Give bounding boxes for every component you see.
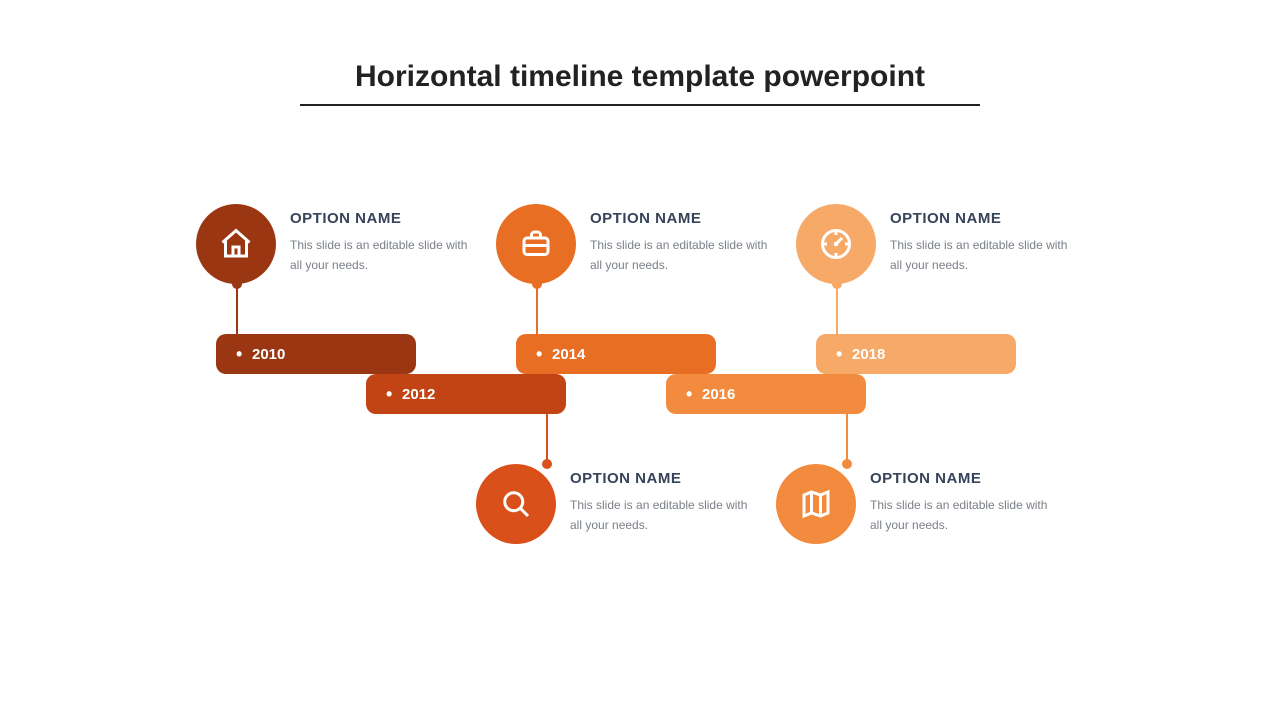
stem-2016 <box>846 414 848 464</box>
stem-2010 <box>236 284 238 334</box>
option-block-2014: OPTION NAME This slide is an editable sl… <box>590 210 770 276</box>
option-title: OPTION NAME <box>290 210 470 227</box>
gauge-icon <box>818 226 854 262</box>
year-bar-2014: 2014 <box>516 334 716 374</box>
option-block-2016: OPTION NAME This slide is an editable sl… <box>870 470 1050 536</box>
stem-2012 <box>546 414 548 464</box>
option-desc: This slide is an editable slide with all… <box>890 235 1070 276</box>
option-block-2010: OPTION NAME This slide is an editable sl… <box>290 210 470 276</box>
circle-2018 <box>796 204 876 284</box>
timeline-stage: 2010 OPTION NAME This slide is an editab… <box>0 0 1280 720</box>
year-label: 2018 <box>852 346 885 363</box>
year-bar-2016: 2016 <box>666 374 866 414</box>
option-desc: This slide is an editable slide with all… <box>590 235 770 276</box>
circle-2014 <box>496 204 576 284</box>
option-block-2018: OPTION NAME This slide is an editable sl… <box>890 210 1070 276</box>
option-title: OPTION NAME <box>870 470 1050 487</box>
year-label: 2016 <box>702 386 735 403</box>
year-label: 2014 <box>552 346 585 363</box>
search-icon <box>498 486 534 522</box>
year-bar-2018: 2018 <box>816 334 1016 374</box>
year-bar-2012: 2012 <box>366 374 566 414</box>
home-icon <box>218 226 254 262</box>
year-label: 2012 <box>402 386 435 403</box>
stem-2018 <box>836 284 838 334</box>
option-desc: This slide is an editable slide with all… <box>290 235 470 276</box>
briefcase-icon <box>518 226 554 262</box>
year-bar-2010: 2010 <box>216 334 416 374</box>
year-label: 2010 <box>252 346 285 363</box>
stem-2014 <box>536 284 538 334</box>
option-desc: This slide is an editable slide with all… <box>570 495 750 536</box>
map-icon <box>798 486 834 522</box>
option-title: OPTION NAME <box>570 470 750 487</box>
option-block-2012: OPTION NAME This slide is an editable sl… <box>570 470 750 536</box>
option-title: OPTION NAME <box>590 210 770 227</box>
option-desc: This slide is an editable slide with all… <box>870 495 1050 536</box>
circle-2012 <box>476 464 556 544</box>
option-title: OPTION NAME <box>890 210 1070 227</box>
circle-2016 <box>776 464 856 544</box>
circle-2010 <box>196 204 276 284</box>
